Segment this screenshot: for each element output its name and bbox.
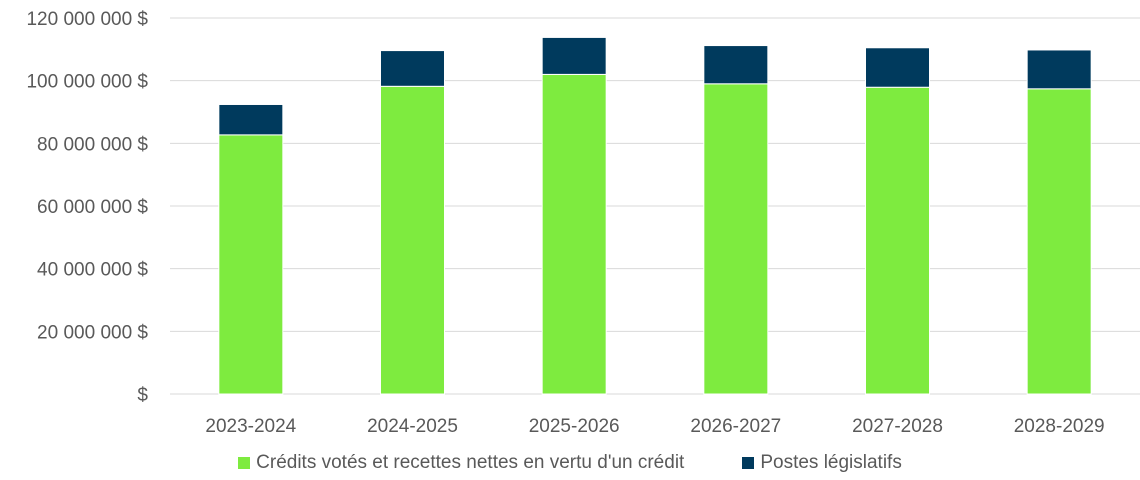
bar-votes	[541, 73, 607, 395]
x-tick-label: 2025-2026	[529, 416, 620, 437]
legend-item-votes: Crédits votés et recettes nettes en vert…	[238, 452, 684, 474]
legend-item-legislatifs: Postes législatifs	[742, 452, 902, 474]
legend-swatch-votes	[238, 457, 251, 469]
legend-swatch-legislatifs	[742, 457, 755, 469]
bar-legislatifs	[1026, 49, 1092, 90]
bar-votes	[703, 83, 769, 395]
y-tick-label: 60 000 000 $	[37, 197, 148, 218]
bar-legislatifs	[218, 103, 284, 136]
x-tick-label: 2026-2027	[690, 416, 781, 437]
bar-votes	[865, 86, 930, 395]
y-tick-label: 40 000 000 $	[37, 260, 148, 281]
x-tick-label: 2028-2029	[1014, 416, 1105, 437]
bar-legislatifs	[541, 36, 607, 75]
bar-legislatifs	[865, 47, 930, 88]
bar-votes	[1026, 88, 1092, 395]
y-tick-label: 80 000 000 $	[37, 134, 148, 155]
y-tick-label: 20 000 000 $	[37, 322, 148, 343]
legend-label-legislatifs: Postes législatifs	[760, 452, 902, 473]
x-tick-label: 2024-2025	[367, 416, 458, 437]
bar-legislatifs	[380, 50, 445, 87]
chart-plot: $20 000 000 $ 40 000 000 $ 60 000 000 $ 80 …	[26, 9, 1140, 437]
bar-legislatifs	[703, 45, 769, 85]
bar-votes	[218, 134, 284, 395]
x-tick-label: 2027-2028	[852, 416, 943, 437]
x-tick-label: 2023-2024	[205, 416, 296, 437]
legend-label-votes: Crédits votés et recettes nettes en vert…	[256, 452, 685, 473]
y-tick-label: $	[137, 385, 148, 406]
chart-legend: Crédits votés et recettes nettes en vert…	[0, 452, 1140, 474]
y-tick-label: 120 000 000 $	[26, 9, 148, 30]
bar-votes	[380, 85, 445, 395]
y-tick-label: 100 000 000 $	[26, 72, 148, 93]
